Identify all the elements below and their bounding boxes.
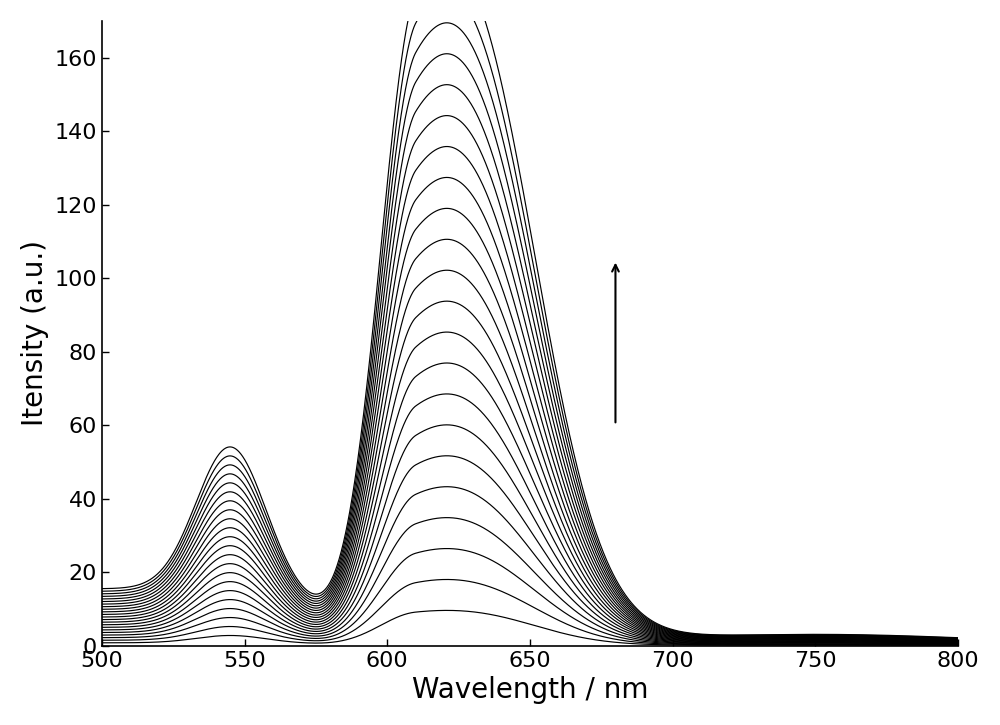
Y-axis label: Itensity (a.u.): Itensity (a.u.) [21,240,49,426]
X-axis label: Wavelength / nm: Wavelength / nm [412,676,648,704]
